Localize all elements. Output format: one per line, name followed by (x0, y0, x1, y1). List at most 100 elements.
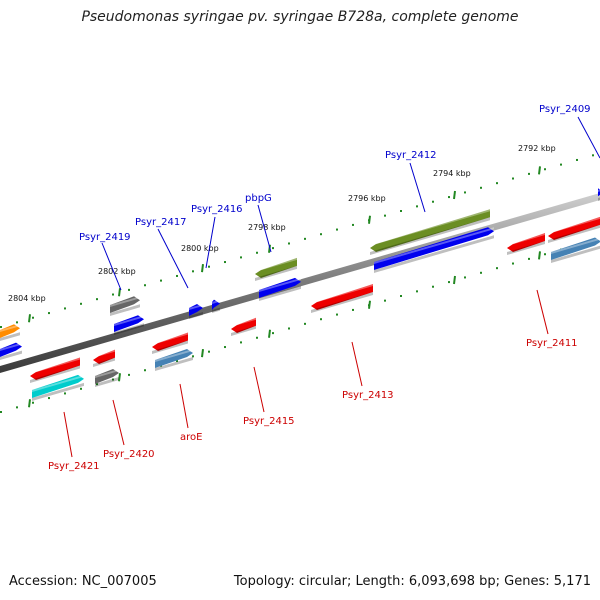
genome-backbone (0, 193, 600, 373)
scale-dot (464, 276, 466, 279)
scale-dot (384, 214, 386, 217)
gene-label-bottom: Psyr_2421 (48, 461, 100, 472)
major-tick (453, 190, 456, 200)
feature-red (152, 332, 188, 354)
scale-dot (576, 158, 578, 161)
leader-line (63, 411, 73, 458)
gene-label-top: Psyr_2419 (79, 232, 131, 243)
feature-highlight (95, 369, 119, 378)
tick-label: 2796 kbp (348, 194, 386, 203)
scale-dot (160, 279, 162, 282)
genome-summary-text: Topology: circular; Length: 6,093,698 bp… (233, 574, 591, 589)
scale-dot (336, 313, 338, 316)
scale-dot (288, 242, 290, 245)
feature-highlight (0, 324, 20, 332)
scale-dot (432, 200, 434, 203)
major-tick (118, 288, 121, 297)
feature-highlight (189, 303, 203, 310)
leader-line (257, 204, 272, 253)
gene-label-top: pbpG (245, 193, 272, 204)
feature-red (93, 349, 115, 367)
scale-dot (400, 295, 402, 297)
feature-highlight (311, 284, 373, 304)
scale-dot (208, 350, 210, 353)
scale-dot (32, 401, 34, 404)
feature-blue (189, 303, 203, 319)
tick-label: 2802 kbp (98, 267, 136, 276)
feature-body (110, 296, 140, 313)
leader-line (101, 242, 122, 291)
feature-body (212, 299, 220, 310)
scale-dot (432, 285, 434, 288)
scale-dot (416, 205, 418, 208)
gene-label-bottom: Psyr_2420 (103, 449, 155, 460)
feature-highlight (374, 227, 494, 264)
scale-dot (16, 321, 18, 324)
feature-highlight (152, 332, 188, 345)
feature-highlight (114, 315, 144, 326)
feature-shadow (507, 240, 545, 255)
gene-label-top: Psyr_2417 (135, 217, 187, 228)
feature-blue (259, 277, 301, 301)
feature-shadow (110, 304, 140, 316)
scale-dot (240, 341, 242, 344)
major-tick (28, 399, 31, 408)
scale-dot (48, 312, 50, 315)
scale-dot (192, 270, 194, 273)
scale-dot (320, 318, 322, 321)
scale-ticks: 2804 kbp 2802 kbp 2800 kbp 2798 kbp 2796 kbp… (8, 144, 556, 408)
tick-label: 2800 kbp (181, 244, 219, 253)
feature-olive (370, 209, 490, 255)
tick-label: 2804 kbp (8, 294, 46, 303)
feature-highlight (110, 296, 140, 307)
dotted-scale-upper (0, 154, 594, 328)
feature-shadow (189, 311, 203, 319)
feature-olive (255, 257, 297, 281)
gene-label-bottom: Psyr_2415 (243, 416, 295, 427)
leader-line (179, 383, 189, 429)
gene-features (0, 188, 600, 401)
scale-dot (48, 397, 50, 400)
scale-dot (224, 346, 226, 349)
feature-highlight (155, 348, 193, 362)
scale-dot (592, 154, 594, 157)
feature-gray (110, 296, 140, 316)
scale-dot (336, 228, 338, 231)
scale-dot (320, 233, 322, 236)
scale-dot (304, 322, 306, 325)
scale-dot (240, 256, 242, 259)
map-title: Pseudomonas syringae pv. syringae B728a,… (81, 9, 519, 25)
feature-body (231, 317, 256, 333)
major-tick (268, 329, 271, 338)
leader-line (577, 116, 600, 159)
feature-shadow (0, 332, 20, 341)
feature-body (0, 342, 22, 357)
scale-dot (64, 392, 66, 395)
feature-highlight (259, 277, 301, 292)
feature-body (374, 227, 494, 270)
feature-shadow (255, 265, 297, 281)
leader-line (253, 366, 265, 413)
feature-red (311, 284, 373, 313)
feature-red (548, 216, 600, 243)
feature-steel (551, 237, 600, 263)
feature-body (114, 315, 144, 332)
feature-highlight (551, 237, 600, 254)
scale-dot (352, 223, 354, 226)
feature-body (30, 357, 80, 380)
scale-dot (128, 288, 130, 291)
feature-body (93, 349, 115, 364)
feature-highlight (212, 299, 220, 304)
feature-red (30, 357, 80, 383)
scale-dot (16, 406, 18, 409)
leader-line (112, 399, 125, 446)
feature-shadow (114, 323, 144, 335)
scale-dot (304, 237, 306, 240)
feature-highlight (231, 317, 256, 327)
feature-shadow (548, 224, 600, 243)
major-tick (201, 264, 204, 273)
feature-shadow (95, 377, 119, 387)
scale-dot (192, 355, 194, 358)
feature-highlight (370, 209, 490, 246)
scale-dot (0, 411, 2, 413)
